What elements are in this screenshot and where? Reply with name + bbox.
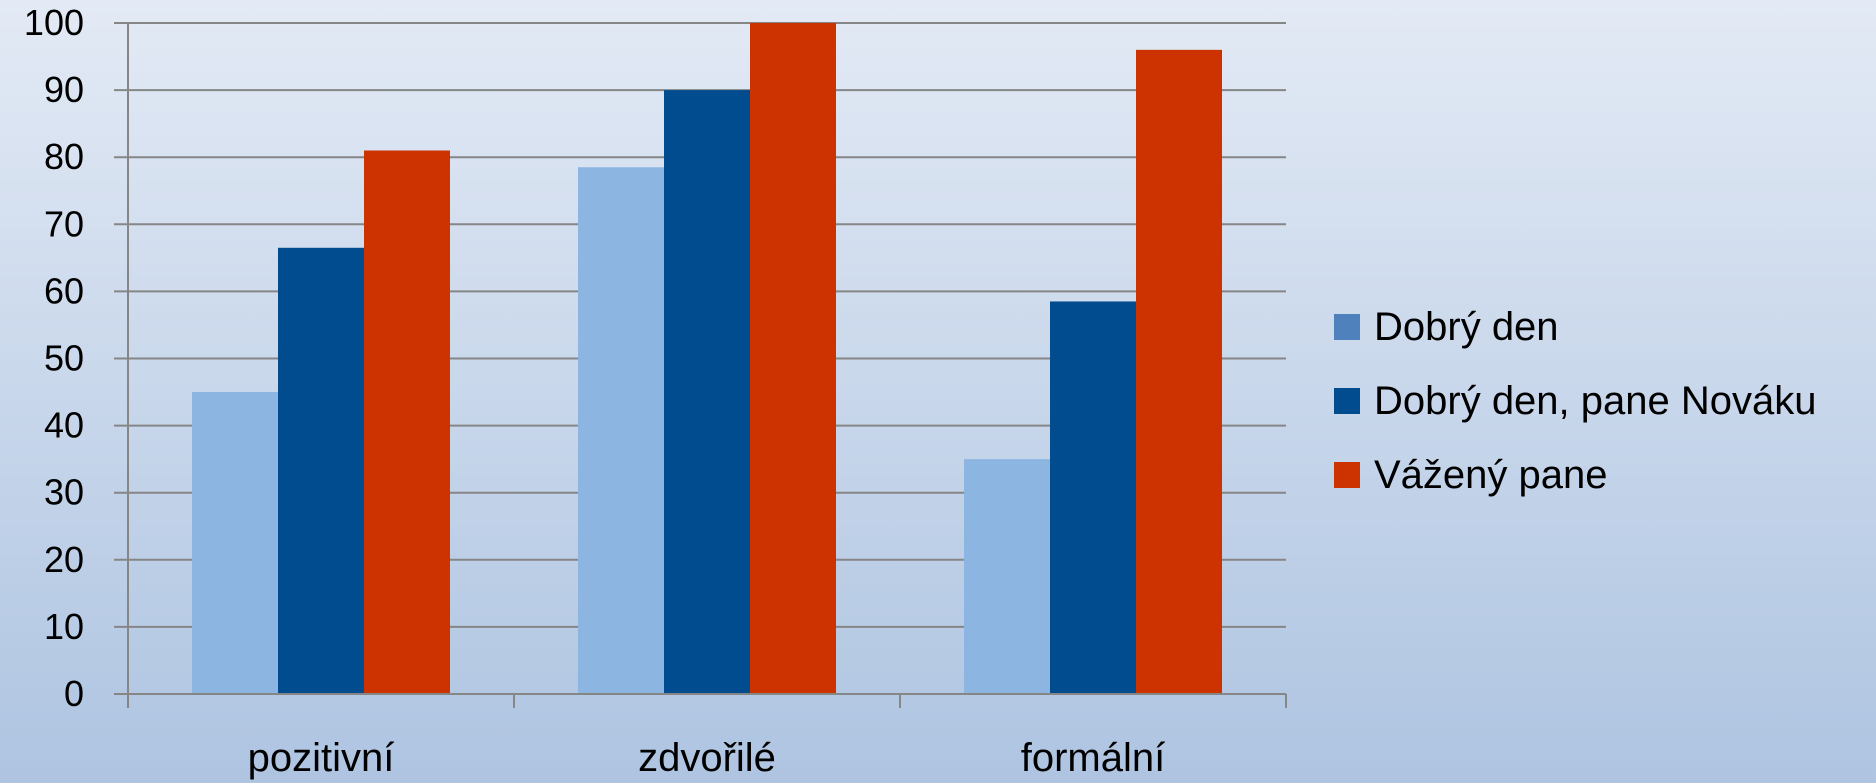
bar bbox=[750, 23, 836, 694]
legend-item: Dobrý den, pane Nováku bbox=[1334, 364, 1854, 438]
y-tick-label: 10 bbox=[44, 606, 84, 647]
y-tick-label: 70 bbox=[44, 203, 84, 244]
legend-label: Vážený pane bbox=[1374, 452, 1608, 497]
y-tick-label: 30 bbox=[44, 472, 84, 513]
y-tick-label: 0 bbox=[64, 673, 84, 714]
y-tick-label: 90 bbox=[44, 69, 84, 110]
bars bbox=[192, 23, 1222, 695]
x-tick-label: pozitivní bbox=[248, 736, 395, 780]
bar bbox=[278, 247, 364, 694]
legend-swatch bbox=[1334, 314, 1360, 340]
legend: Dobrý den Dobrý den, pane Nováku Vážený … bbox=[1334, 290, 1854, 512]
y-tick-label: 40 bbox=[44, 405, 84, 446]
y-tick-label: 80 bbox=[44, 136, 84, 177]
legend-item: Dobrý den bbox=[1334, 290, 1854, 364]
y-tick-label: 50 bbox=[44, 338, 84, 379]
x-tick-label: formální bbox=[1021, 736, 1166, 780]
axis-labels: 0 10 20 30 40 50 60 70 80 90 100 pozitivní zdvořilé f… bbox=[24, 2, 1165, 780]
bar bbox=[1050, 301, 1136, 694]
x-tick-label: zdvořilé bbox=[638, 736, 776, 780]
y-tick-label: 60 bbox=[44, 270, 84, 311]
bar bbox=[1136, 49, 1222, 694]
bar bbox=[364, 150, 450, 695]
bar bbox=[192, 392, 278, 694]
legend-label: Dobrý den bbox=[1374, 304, 1559, 349]
legend-item: Vážený pane bbox=[1334, 438, 1854, 512]
legend-swatch bbox=[1334, 388, 1360, 414]
axes bbox=[114, 23, 1287, 708]
bar bbox=[578, 167, 664, 694]
bar bbox=[964, 459, 1050, 694]
legend-swatch bbox=[1334, 462, 1360, 488]
y-tick-label: 20 bbox=[44, 539, 84, 580]
bar bbox=[664, 90, 750, 695]
y-tick-label: 100 bbox=[24, 2, 84, 43]
legend-label: Dobrý den, pane Nováku bbox=[1374, 378, 1817, 423]
